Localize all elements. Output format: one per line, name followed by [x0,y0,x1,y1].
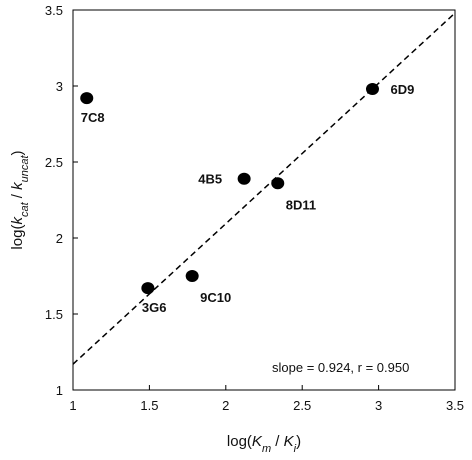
axis-title-part-prefix: log( [227,433,252,450]
point-label-9c10: 9C10 [200,290,231,305]
data-point-9c10 [185,270,199,282]
point-label-4b5: 4B5 [198,172,222,187]
axis-title-part-sep: / [9,190,26,203]
data-point-6d9 [365,83,379,96]
axis-title-part-b-sub: i [294,443,297,455]
data-point-3g6 [141,282,155,295]
data-point-4b5 [237,172,251,185]
point-label-6d9: 6D9 [390,82,414,97]
x-axis-ticks: 1 1.5 2 2.5 3 3.5 [69,385,464,413]
x-tick-label: 2 [222,398,229,413]
y-tick-label: 1.5 [45,307,63,322]
plot-area [72,9,456,391]
axis-title-part-b-sub: uncat [19,154,31,182]
x-tick-label: 1.5 [140,398,158,413]
y-tick-label: 3.5 [45,3,63,18]
y-tick-label: 1 [56,383,63,398]
y-tick-label: 3 [56,79,63,94]
fit-annotation: slope = 0.924, r = 0.950 [272,360,409,375]
axis-title-part-b: K [284,433,295,450]
x-axis-title: log(Km / Ki) [227,433,301,455]
data-point-7c8 [80,92,94,105]
point-label-7c8: 7C8 [81,110,105,125]
data-point-8d11 [271,177,285,190]
x-tick-label: 3 [375,398,382,413]
axis-title-part-a: K [252,433,263,450]
x-tick-label: 1 [69,398,76,413]
point-label-3g6: 3G6 [142,300,167,315]
y-axis-title: log(kcat / kuncat) [9,150,31,249]
y-axis-ticks: 1 1.5 2 2.5 3 3.5 [45,3,78,398]
x-tick-label: 2.5 [293,398,311,413]
axis-title-part-a-sub: cat [19,201,31,217]
data-points [80,83,379,295]
point-label-8d11: 8D11 [286,197,316,212]
y-tick-label: 2 [56,231,63,246]
axis-title-part-a: k [9,216,26,225]
axis-title-part-suffix: ) [296,433,301,450]
y-tick-label: 2.5 [45,155,63,170]
axis-title-part-a-sub: m [262,443,271,455]
axis-title-part-suffix: ) [9,150,26,155]
axis-title-part-sep: / [271,433,284,450]
axis-title-part-b: k [9,181,26,190]
axis-title-part-prefix: log( [9,225,26,250]
data-point-labels: 7C8 6D9 4B5 8D11 9C10 3G6 [81,82,415,315]
regression-fit-line [72,12,456,365]
x-tick-label: 3.5 [446,398,464,413]
